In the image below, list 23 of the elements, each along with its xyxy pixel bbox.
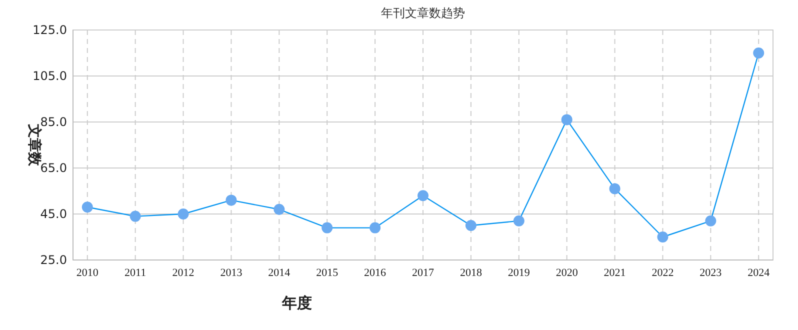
y-tick-label: 125.0 (32, 23, 67, 38)
x-tick-label: 2018 (460, 267, 482, 279)
chart-title: 年刊文章数趋势 (381, 6, 465, 20)
x-tick-label: 2015 (316, 267, 339, 279)
y-tick-label: 85.0 (40, 115, 67, 130)
x-tick-label: 2019 (508, 267, 530, 279)
x-tick-label: 2021 (604, 267, 626, 279)
x-tick-label: 2012 (172, 267, 194, 279)
y-tick-label: 105.0 (32, 69, 67, 84)
y-tick-label: 65.0 (40, 161, 67, 176)
x-tick-label: 2011 (124, 267, 146, 279)
y-tick-label: 25.0 (40, 253, 67, 268)
x-axis-title: 年度 (281, 294, 312, 312)
y-tick-label: 45.0 (40, 207, 67, 222)
x-tick-label: 2023 (700, 267, 722, 279)
x-tick-label: 2020 (556, 267, 578, 279)
x-tick-label: 2013 (220, 267, 243, 279)
x-tick-label: 2014 (268, 267, 291, 279)
x-tick-label: 2010 (76, 267, 99, 279)
x-tick-label: 2017 (412, 267, 434, 279)
x-tick-label: 2016 (364, 267, 387, 279)
x-tick-label: 2024 (748, 267, 770, 279)
x-tick-label: 2022 (652, 267, 674, 279)
